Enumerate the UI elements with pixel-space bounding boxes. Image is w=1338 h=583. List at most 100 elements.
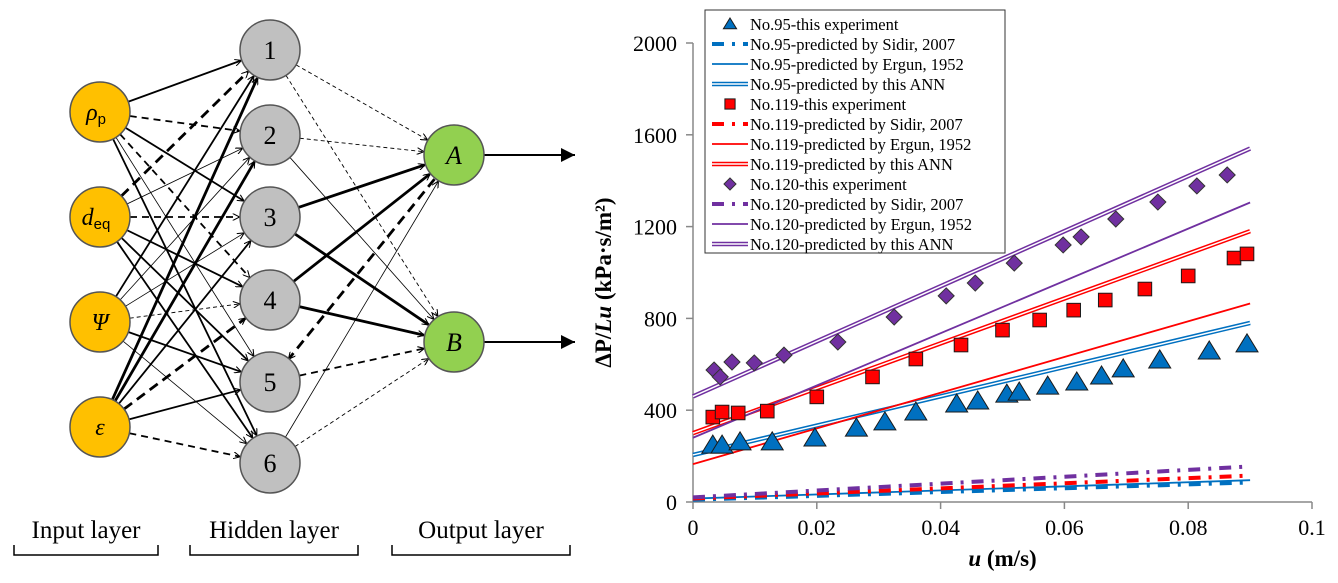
x-tick-label: 0.06 [1045,515,1084,540]
edge-input-3-hidden-5 [127,331,240,372]
input-node-label: ρp [85,100,106,128]
legend-item: No.120-predicted by Sidir, 2007 [712,195,963,214]
series-line-no-120-predicted-by-ergun-1952 [692,201,1251,439]
edge-input-4-hidden-4 [123,317,245,411]
input-node-circle [69,291,131,353]
edge-input-4-hidden-3 [118,241,251,405]
edge-hidden-4-output-1 [292,174,430,283]
legend-marker-diamond [723,177,737,191]
hidden-node-circle [239,186,301,248]
data-point-square [1239,246,1255,262]
data-point-diamond [711,368,729,386]
data-point-triangle [710,434,734,454]
edge-hidden-6-output-1 [285,182,438,438]
legend-label: No.120-predicted by Ergun, 1952 [750,215,972,234]
input-node-label: deq [82,205,111,233]
data-point-triangle [1111,357,1136,378]
hidden-node-circle [239,19,301,81]
hidden-node: 2 [239,104,301,166]
hidden-node-circle [239,351,301,413]
y-tick-label: 1200 [633,215,677,240]
data-point-diamond [1054,236,1072,254]
data-point-square [730,405,746,421]
input-symbol: Ψ [92,310,111,336]
layer-label: Hidden layer [209,517,339,544]
x-tick-label: 0.1 [1298,515,1326,540]
series-line-no-95-predicted-by-ergun-1952-stroke [692,479,1251,500]
input-node-circle [69,396,131,458]
data-point-diamond [1218,166,1236,184]
legend-marker-triangle [722,17,738,30]
edge-hidden-5-output-1 [289,178,436,359]
input-subscript: p [98,111,106,128]
data-point-diamond [1072,228,1090,246]
network-edges [111,61,575,457]
edge-input-1-hidden-2 [129,115,240,131]
data-point-square [759,403,775,419]
data-point-triangle [728,430,752,451]
legend-label: No.95-predicted by this ANN [750,75,945,94]
edge-input-1-hidden-1 [127,61,241,103]
layer-bracket [391,545,571,556]
legend-label: No.120-this experiment [750,175,907,194]
output-node-circle [423,124,485,186]
data-point-square [809,389,825,405]
y-label-prefix: ΔP/ [591,332,616,367]
output-node-circle [423,311,485,373]
input-node-label: ε [95,415,105,441]
legend-item: No.119-predicted by Sidir, 2007 [712,115,963,134]
data-point-square [865,369,880,385]
edge-input-4-hidden-6 [129,432,239,456]
data-point-square [1226,250,1242,266]
layer-labels: Input layer Hidden layer Output layer [13,517,571,556]
input-node-circle [69,186,131,248]
edge-hidden-2-output-2 [289,157,433,318]
edge-input-4-hidden-2 [113,162,256,402]
output-node: A [423,124,485,186]
data-point-square [1180,268,1196,284]
output-node-label: A [444,141,462,170]
legend-item: No.120-predicted by this ANN [712,235,954,254]
plot-area [692,146,1259,502]
data-point-diamond [885,308,903,326]
hidden-node-label: 4 [264,286,277,315]
chart-axes: 0 0.02 0.04 0.06 0.08 0.1 0 400 800 1200 1600 2000 u… [591,31,1326,571]
data-point-diamond [1149,193,1167,211]
x-tick-label: 0.08 [1169,515,1208,540]
data-point-square [1097,292,1113,308]
layer-label: Input layer [32,517,142,544]
data-point-triangle [1035,375,1060,395]
edge-input-2-hidden-5 [120,237,248,361]
series-line-no-120-predicted-by-ergun-1952-stroke [692,201,1251,439]
data-point-triangle [903,401,928,421]
legend-label: No.119-predicted by Sidir, 2007 [750,115,963,134]
legend-item: No.119-predicted by Ergun, 1952 [712,135,971,154]
input-node: ε [69,396,131,458]
edge-hidden-1-output-2 [285,75,437,315]
series-line-no-119-predicted-by-ergun-1952-stroke [692,302,1251,465]
data-point-triangle [844,417,869,437]
hidden-node-label: 1 [264,36,277,65]
neural-network-diagram: ρp deq Ψε 1 2 3 4 5 6 A B Input layer Hidden layer O… [13,19,575,556]
data-point-triangle [803,427,827,447]
hidden-node-circle [239,104,301,166]
x-tick-label: 0.02 [798,515,837,540]
data-point-triangle [1007,381,1032,401]
edge-input-1-hidden-4 [119,133,249,277]
data-point-square [1066,302,1081,318]
edge-input-2-hidden-4 [126,229,242,286]
edge-input-3-hidden-6 [122,340,246,443]
legend-item: No.120-predicted by Ergun, 1952 [712,215,972,234]
data-point-diamond [745,354,763,372]
edge-input-4-hidden-1 [111,78,259,401]
data-point-triangle [1147,348,1172,369]
y-label-var: Lu [591,306,616,334]
y-label-unit: (kPa·s/m²) [591,197,616,305]
legend-item: No.119-this experiment [724,95,907,114]
edge-hidden-2-output-1 [299,137,423,151]
hidden-node: 3 [239,186,301,248]
legend-label: No.119-predicted by Ergun, 1952 [750,135,971,154]
hidden-node-label: 6 [264,449,277,478]
x-label-var: u [968,546,981,571]
